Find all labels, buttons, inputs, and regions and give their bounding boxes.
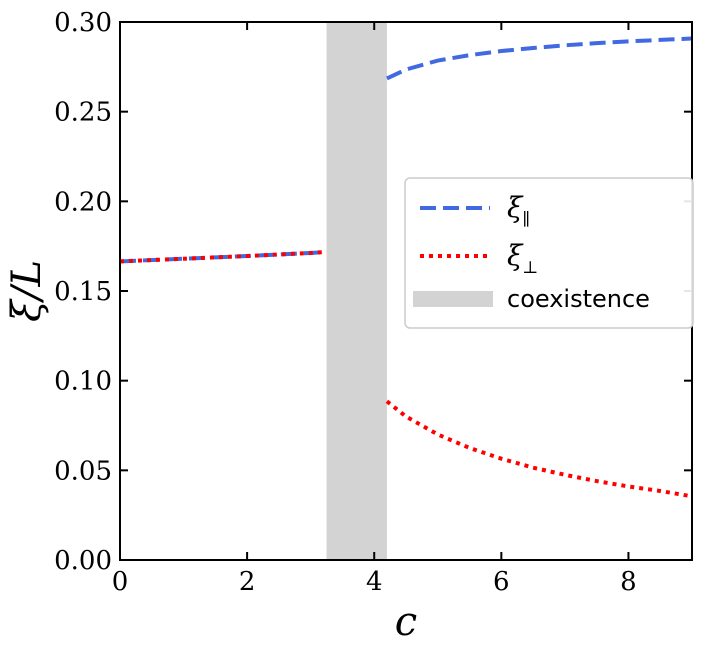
legend-box	[404, 177, 694, 329]
y-tick-label: 0.15	[54, 277, 112, 307]
y-tick-label: 0.10	[54, 367, 112, 397]
x-tick-label: 8	[620, 567, 637, 597]
y-tick-label: 0.05	[54, 456, 112, 486]
legend: ξ∥ξ⊥coexistence	[404, 177, 694, 329]
plot-area	[120, 22, 692, 560]
y-tick-label: 0.30	[54, 8, 112, 38]
y-tick-label: 0.00	[54, 546, 112, 576]
x-axis-label: c	[395, 599, 417, 645]
x-tick-label: 0	[112, 567, 129, 597]
y-tick-label: 0.20	[54, 187, 112, 217]
x-tick-label: 4	[366, 567, 383, 597]
x-tick-label: 6	[493, 567, 510, 597]
series-line-xi-perp-segment-0	[120, 249, 327, 264]
x-tick-label: 2	[239, 567, 256, 597]
coexistence-region	[326, 22, 387, 560]
y-tick-label: 0.25	[54, 98, 112, 128]
series-line-xi-parallel-segment-0	[120, 249, 327, 264]
y-axis-label: ξ/L	[4, 260, 50, 322]
series-line-xi-parallel-segment-1	[386, 36, 692, 81]
series-line-xi-perp-segment-1	[385, 399, 692, 499]
legend-label-coexistence: coexistence	[507, 285, 650, 313]
